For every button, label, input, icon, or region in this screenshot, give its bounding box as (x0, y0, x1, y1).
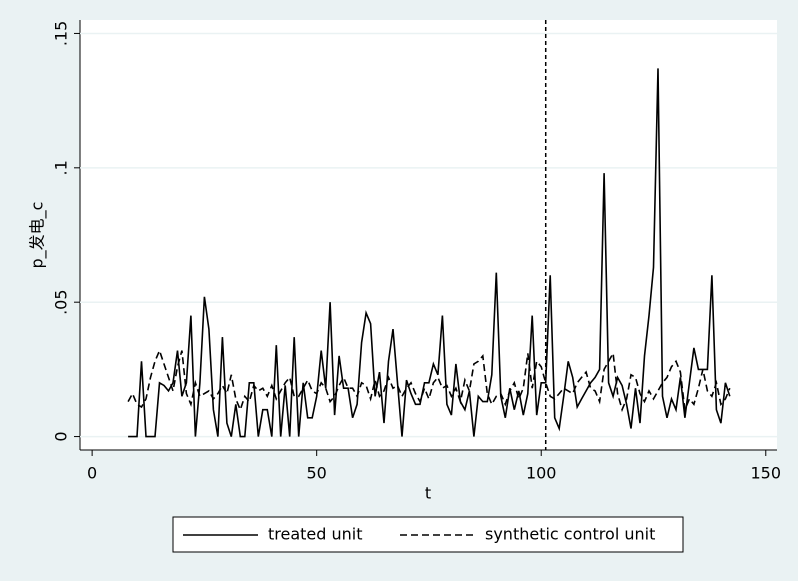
y-tick-label: 0 (52, 431, 71, 441)
x-tick-label: 0 (87, 464, 97, 483)
plot-area (80, 20, 777, 450)
series-line (127, 348, 731, 413)
y-axis-label: p_发电_c (28, 202, 48, 269)
legend-label: treated unit (268, 525, 363, 544)
y-tick-label: .05 (52, 289, 71, 314)
x-tick-label: 150 (750, 464, 781, 483)
y-tick-label: .1 (52, 160, 71, 175)
series-line (128, 68, 731, 438)
y-tick-label: .15 (52, 21, 71, 46)
x-tick-label: 100 (526, 464, 557, 483)
x-tick-label: 50 (306, 464, 326, 483)
legend-label: synthetic control unit (485, 525, 655, 544)
x-axis-label: t (425, 484, 431, 503)
